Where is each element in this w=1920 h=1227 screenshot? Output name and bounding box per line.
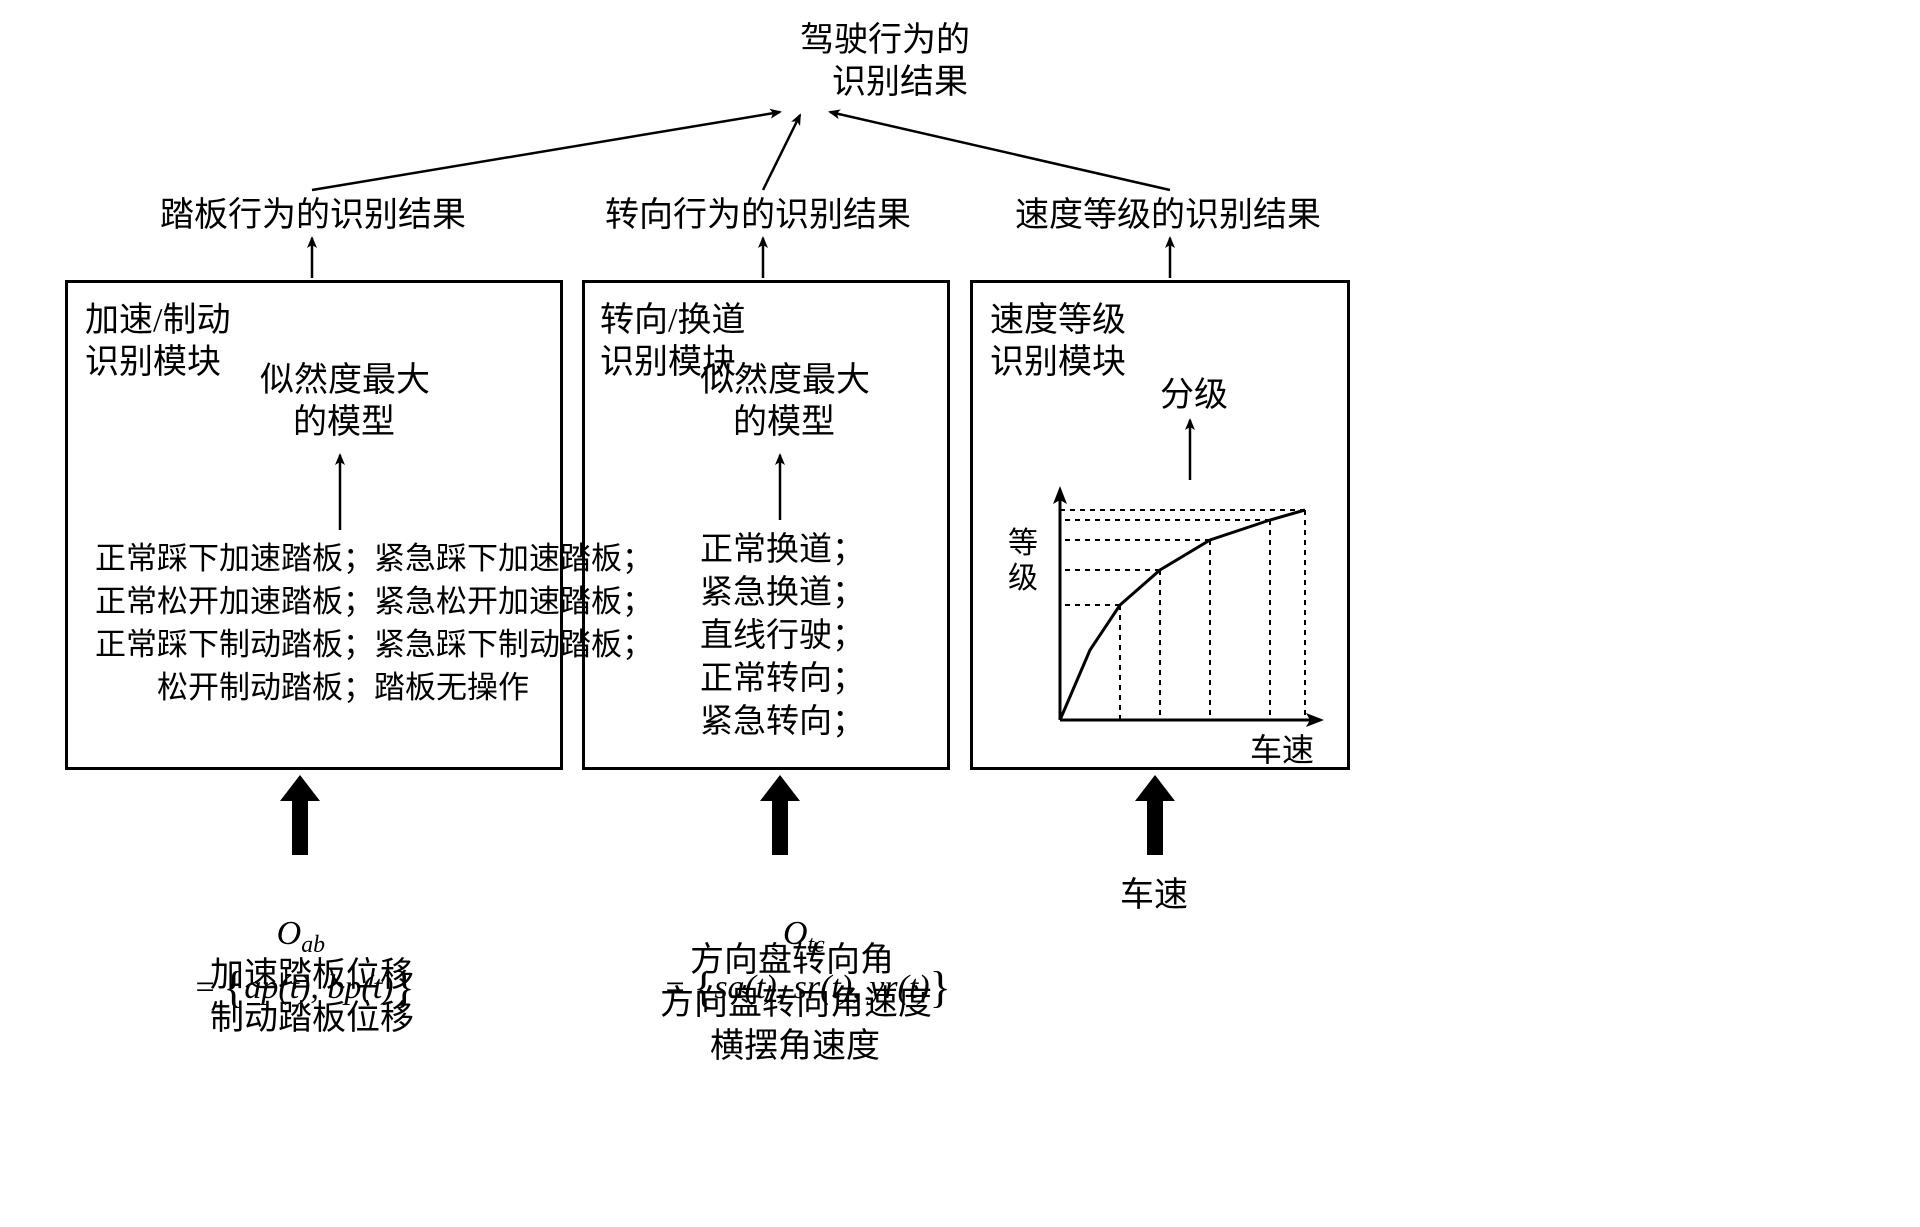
steering-opt-0: 正常换道； bbox=[700, 530, 865, 571]
steering-title-l1: 转向/换道 bbox=[600, 300, 745, 343]
pedal-input-sub: ab bbox=[301, 931, 325, 957]
pedal-input-desc-l2: 制动踏板位移 bbox=[210, 998, 414, 1041]
steering-input-desc-l2: 方向盘转向角速度 bbox=[660, 983, 932, 1026]
pedal-title-l2: 识别模块 bbox=[85, 342, 221, 385]
mid-result-speed: 速度等级的识别结果 bbox=[1015, 195, 1321, 238]
speed-title-l1: 速度等级 bbox=[990, 300, 1126, 343]
steering-opt-2: 直线行驶； bbox=[700, 616, 865, 657]
steering-opt-4: 紧急转向； bbox=[700, 702, 865, 743]
pedal-max-l2: 的模型 bbox=[293, 402, 395, 445]
speed-chart-ylabel-l1: 等 bbox=[1008, 525, 1038, 563]
steering-max-l2: 的模型 bbox=[733, 402, 835, 445]
speed-title-l2: 识别模块 bbox=[990, 342, 1126, 385]
pedal-opt-3: 松开制动踏板；踏板无操作 bbox=[157, 669, 529, 708]
steering-max-l1: 似然度最大 bbox=[700, 360, 870, 403]
steering-input-desc-l3: 横摆角速度 bbox=[710, 1026, 880, 1069]
top-result-line1: 驾驶行为的 bbox=[800, 20, 970, 63]
pedal-input-desc-l1: 加速踏板位移 bbox=[210, 955, 414, 998]
steering-opt-3: 正常转向； bbox=[700, 659, 865, 700]
pedal-max-l1: 似然度最大 bbox=[260, 360, 430, 403]
speed-input-label: 车速 bbox=[1120, 875, 1188, 918]
speed-chart-ylabel-l2: 级 bbox=[1008, 560, 1038, 598]
pedal-opt-1: 正常松开加速踏板；紧急松开加速踏板； bbox=[95, 583, 653, 622]
speed-chart-xlabel: 车速 bbox=[1250, 730, 1314, 770]
pedal-opt-0: 正常踩下加速踏板；紧急踩下加速踏板； bbox=[95, 540, 653, 579]
speed-grade-label: 分级 bbox=[1160, 375, 1228, 418]
steering-input-desc-l1: 方向盘转向角 bbox=[690, 940, 894, 983]
pedal-opt-2: 正常踩下制动踏板；紧急踩下制动踏板； bbox=[95, 626, 653, 665]
top-result-line2: 识别结果 bbox=[832, 62, 968, 105]
steering-opt-1: 紧急换道； bbox=[700, 573, 865, 614]
mid-result-steering: 转向行为的识别结果 bbox=[605, 195, 911, 238]
mid-result-pedal: 踏板行为的识别结果 bbox=[160, 195, 466, 238]
pedal-title-l1: 加速/制动 bbox=[85, 300, 230, 343]
pedal-input-var: O bbox=[277, 915, 302, 952]
